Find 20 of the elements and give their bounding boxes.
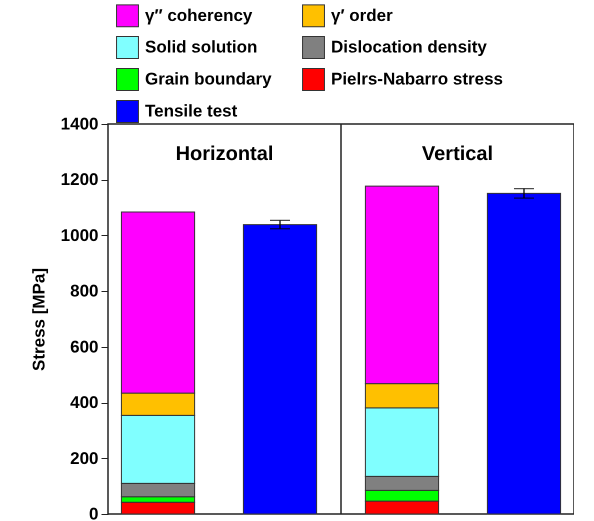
annotation: Horizontal xyxy=(176,143,274,165)
annotation: Vertical xyxy=(422,143,494,165)
y-tick-label: 400 xyxy=(70,393,98,412)
y-axis-title: Stress [MPa] xyxy=(30,268,49,371)
bar xyxy=(486,192,562,514)
y-tick-label: 0 xyxy=(89,504,98,521)
y-tick-label: 1200 xyxy=(60,170,98,190)
legend-label: Solid solution xyxy=(145,38,258,56)
y-tick-label: 800 xyxy=(70,282,98,301)
legend-label: Dislocation density xyxy=(331,38,488,56)
legend-label: Tensile test xyxy=(145,102,238,120)
y-tick-label: 600 xyxy=(70,337,98,356)
bar xyxy=(242,224,318,514)
y-tick-label: 200 xyxy=(70,448,98,468)
legend-label: Grain boundary xyxy=(145,70,272,88)
legend-label: γ′ order xyxy=(331,6,394,25)
y-tick-label: 1000 xyxy=(60,226,98,245)
y-tick-label: 1400 xyxy=(60,114,98,134)
legend-label: γ″ coherency xyxy=(145,6,253,25)
legend-label: Pielrs-Nabarro stress xyxy=(331,70,503,88)
